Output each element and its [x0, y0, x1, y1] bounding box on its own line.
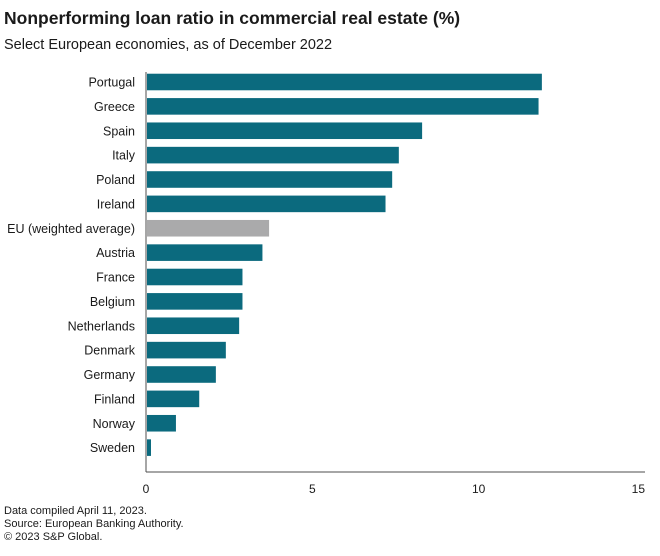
bar-norway	[147, 414, 176, 432]
category-label-germany: Germany	[84, 368, 136, 382]
bar-sweden	[147, 439, 151, 456]
chart-subtitle: Select European economies, as of Decembe…	[4, 37, 333, 53]
bar-eu-weighted-average	[147, 219, 270, 237]
x-tick-label-5: 5	[309, 482, 316, 496]
bar-portugal	[147, 73, 542, 91]
bar-belgium	[147, 293, 243, 310]
footer-source: Source: European Banking Authority.	[4, 518, 184, 530]
category-label-netherlands: Netherlands	[68, 319, 135, 333]
x-tick-label-15: 15	[632, 482, 646, 496]
category-label-france: France	[96, 271, 135, 285]
x-tick-label-0: 0	[143, 482, 150, 496]
bar-poland	[147, 171, 393, 188]
category-label-denmark: Denmark	[84, 344, 135, 358]
category-label-ireland: Ireland	[97, 197, 135, 211]
category-label-portugal: Portugal	[88, 76, 135, 90]
category-label-italy: Italy	[112, 149, 136, 163]
category-label-finland: Finland	[94, 392, 135, 406]
category-label-spain: Spain	[103, 124, 135, 138]
category-label-austria: Austria	[96, 246, 135, 260]
bar-netherlands	[147, 317, 240, 335]
x-ticks: 0 5 10 15	[143, 482, 646, 496]
bar-greece	[147, 98, 539, 115]
category-label-sweden: Sweden	[90, 441, 135, 455]
category-label-eu-weighted-average: EU (weighted average)	[7, 222, 135, 236]
category-labels: Portugal Greece Spain Italy Poland Ireland EU …	[7, 76, 136, 456]
footer-date: Data compiled April 11, 2023.	[4, 505, 147, 517]
bar-italy	[147, 146, 399, 164]
footer-notes: Data compiled April 11, 2023. Source: Eu…	[4, 505, 184, 544]
x-tick-label-10: 10	[472, 482, 486, 496]
bar-spain	[147, 122, 423, 140]
category-label-poland: Poland	[96, 173, 135, 187]
bar-austria	[147, 244, 263, 261]
category-label-greece: Greece	[94, 100, 135, 114]
bar-denmark	[147, 341, 226, 359]
category-label-belgium: Belgium	[90, 295, 135, 309]
footer-copyright: © 2023 S&P Global.	[4, 531, 103, 543]
bar-finland	[147, 390, 200, 408]
bar-france	[147, 268, 243, 286]
bar-germany	[147, 366, 216, 383]
bar-ireland	[147, 195, 386, 213]
bar-chart: Portugal Greece Spain Italy Poland Ireland EU …	[7, 72, 646, 496]
bars-group	[147, 73, 542, 456]
chart-title: Nonperforming loan ratio in commercial r…	[4, 8, 461, 28]
category-label-norway: Norway	[93, 417, 136, 431]
